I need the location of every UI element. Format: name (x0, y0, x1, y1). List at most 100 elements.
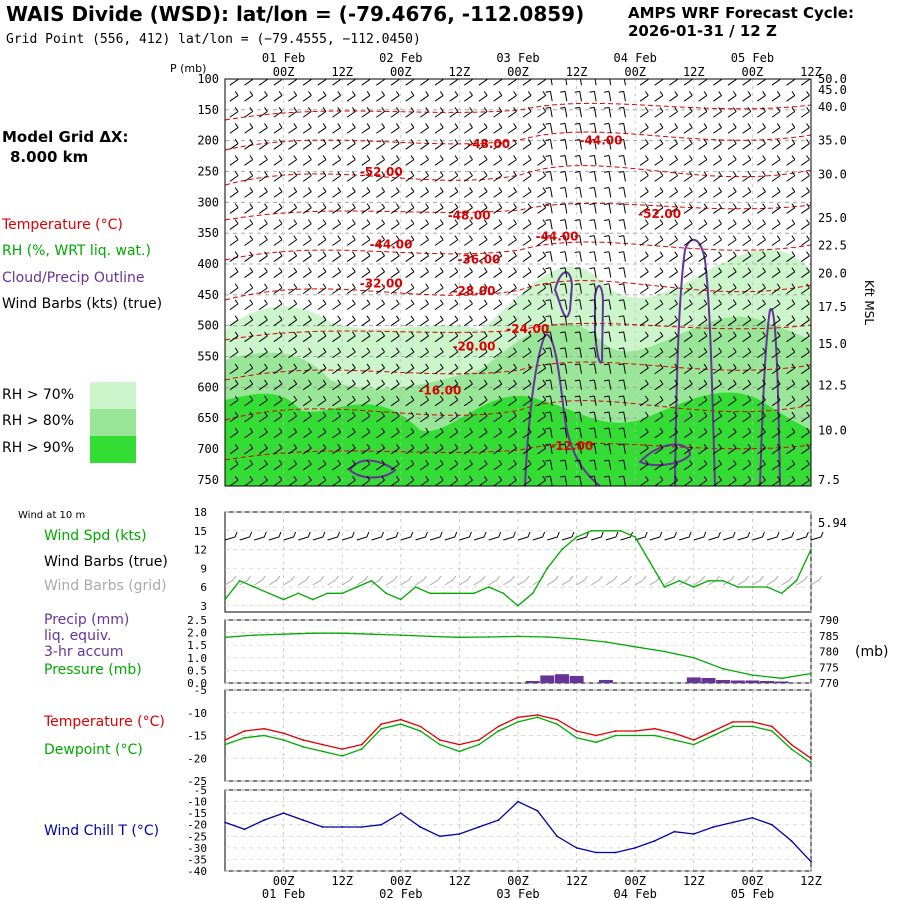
wind-barb (604, 90, 612, 102)
wind-barb (545, 171, 553, 182)
wind-barb (800, 459, 810, 471)
wind-barb (560, 363, 568, 374)
wind-barb (493, 475, 503, 486)
legend-rh90-label: RH > 90% (2, 440, 75, 456)
wind-barb (332, 299, 342, 311)
precip-axis-tick-label: 1.0 (187, 652, 207, 665)
wind-barb (560, 235, 568, 246)
wind-barb (589, 299, 597, 310)
wind-barb (361, 91, 371, 102)
wind-chill-line-point (692, 833, 695, 835)
wind-barb (545, 315, 553, 326)
wind-barb (683, 395, 693, 407)
wind-barb (449, 123, 459, 134)
wind-barb (420, 379, 429, 391)
wind-chill-axis-tick-label: -5 (194, 784, 207, 797)
wind-chill-line-point (243, 828, 246, 831)
wind-barb (574, 106, 582, 118)
wind-barb (604, 315, 612, 326)
wind-speed-line-point (517, 604, 519, 607)
height-tick-label: 35.0 (818, 134, 847, 148)
wind-barb (273, 187, 283, 198)
wind-barb (288, 123, 298, 134)
wind-barb (420, 235, 429, 246)
surface-wind-barb-true (620, 531, 634, 541)
wind-barb (800, 427, 810, 439)
wind-barb (376, 79, 385, 86)
wind-barb (537, 251, 547, 262)
height-tick-label: 45.0 (818, 83, 847, 97)
legend-rh80-swatch (90, 409, 136, 436)
wind-barb (332, 235, 342, 246)
wind-barb (713, 411, 722, 423)
wind-barb (537, 171, 547, 182)
wind-barb (258, 107, 268, 118)
wind-barb (618, 347, 626, 358)
wind-speed-line-point (634, 536, 637, 538)
wind-barb (317, 79, 327, 86)
wind-barb (463, 299, 473, 311)
legend-pressure: Pressure (mb) (44, 662, 142, 678)
wind-barb (244, 395, 254, 407)
wind-barb (346, 299, 356, 311)
wind-barb (302, 107, 312, 118)
surface-wind-barb-grid (268, 575, 281, 586)
wind-barb (756, 443, 766, 455)
surface-wind-barb-true (386, 531, 399, 541)
p-tick-label: 100 (197, 72, 219, 86)
wind-barb (317, 203, 327, 214)
wind-barb (698, 299, 708, 311)
wind-barb (507, 91, 517, 102)
wind-barb (669, 395, 678, 407)
wind-barb (244, 187, 254, 198)
wind-speed-line-point (810, 548, 812, 551)
wind-barb (288, 251, 298, 262)
pressure-line-point (575, 638, 578, 640)
wind-speed-line-point (678, 579, 681, 582)
wind-barb (463, 123, 473, 134)
wind-barb (405, 363, 415, 375)
wind-barb (669, 219, 678, 230)
precip-bar (525, 680, 540, 683)
wind-barb (463, 155, 473, 166)
wind-barb (317, 91, 327, 102)
wind-barb (537, 203, 547, 214)
wind-barb (390, 427, 400, 439)
surface-wind-barb-true (649, 531, 663, 541)
wind-barb (727, 347, 737, 359)
wind-barb (742, 475, 752, 486)
bottom-date-label: 05 Feb (731, 887, 774, 900)
wind-barb (302, 459, 312, 471)
wind-barb (800, 299, 810, 311)
wind-barb (756, 379, 766, 391)
wind-barb (288, 299, 298, 311)
wind-barb (669, 363, 678, 375)
wind-barb (390, 219, 400, 230)
wind-barb (574, 459, 582, 471)
wind-barb (727, 395, 737, 407)
wind-barb (545, 411, 553, 422)
wind-barb (258, 203, 268, 214)
bottom-date-label: 02 Feb (379, 887, 422, 900)
wind-barb (434, 299, 444, 311)
surface-wind-barb-true (781, 531, 795, 541)
wind-barb (288, 379, 298, 391)
wind-barb (618, 475, 626, 486)
pressure-line-point (429, 635, 431, 638)
time-series-panels: 3 6 9 12 15 18 0.00.51.01.52.02.5 770 775 780 785 7… (187, 506, 839, 900)
wind-barb (449, 91, 459, 102)
wind-barb (302, 171, 312, 182)
wind-barb (537, 475, 547, 486)
wind-speed-line-point (326, 592, 329, 595)
top-date-label: 04 Feb (614, 51, 657, 65)
wind-barb (390, 235, 400, 246)
precip-axis-tick-label: 2.0 (187, 627, 207, 640)
bottom-date-label: 04 Feb (614, 887, 657, 900)
wind-barb (604, 459, 612, 471)
wind-barb (654, 379, 664, 391)
temperature-contour-label: -32.00 (360, 276, 403, 290)
surface-wind-barb-grid (766, 575, 779, 586)
surface-wind-barb-grid (283, 575, 295, 586)
wind-barb (273, 235, 283, 246)
wind-barb (639, 251, 649, 262)
